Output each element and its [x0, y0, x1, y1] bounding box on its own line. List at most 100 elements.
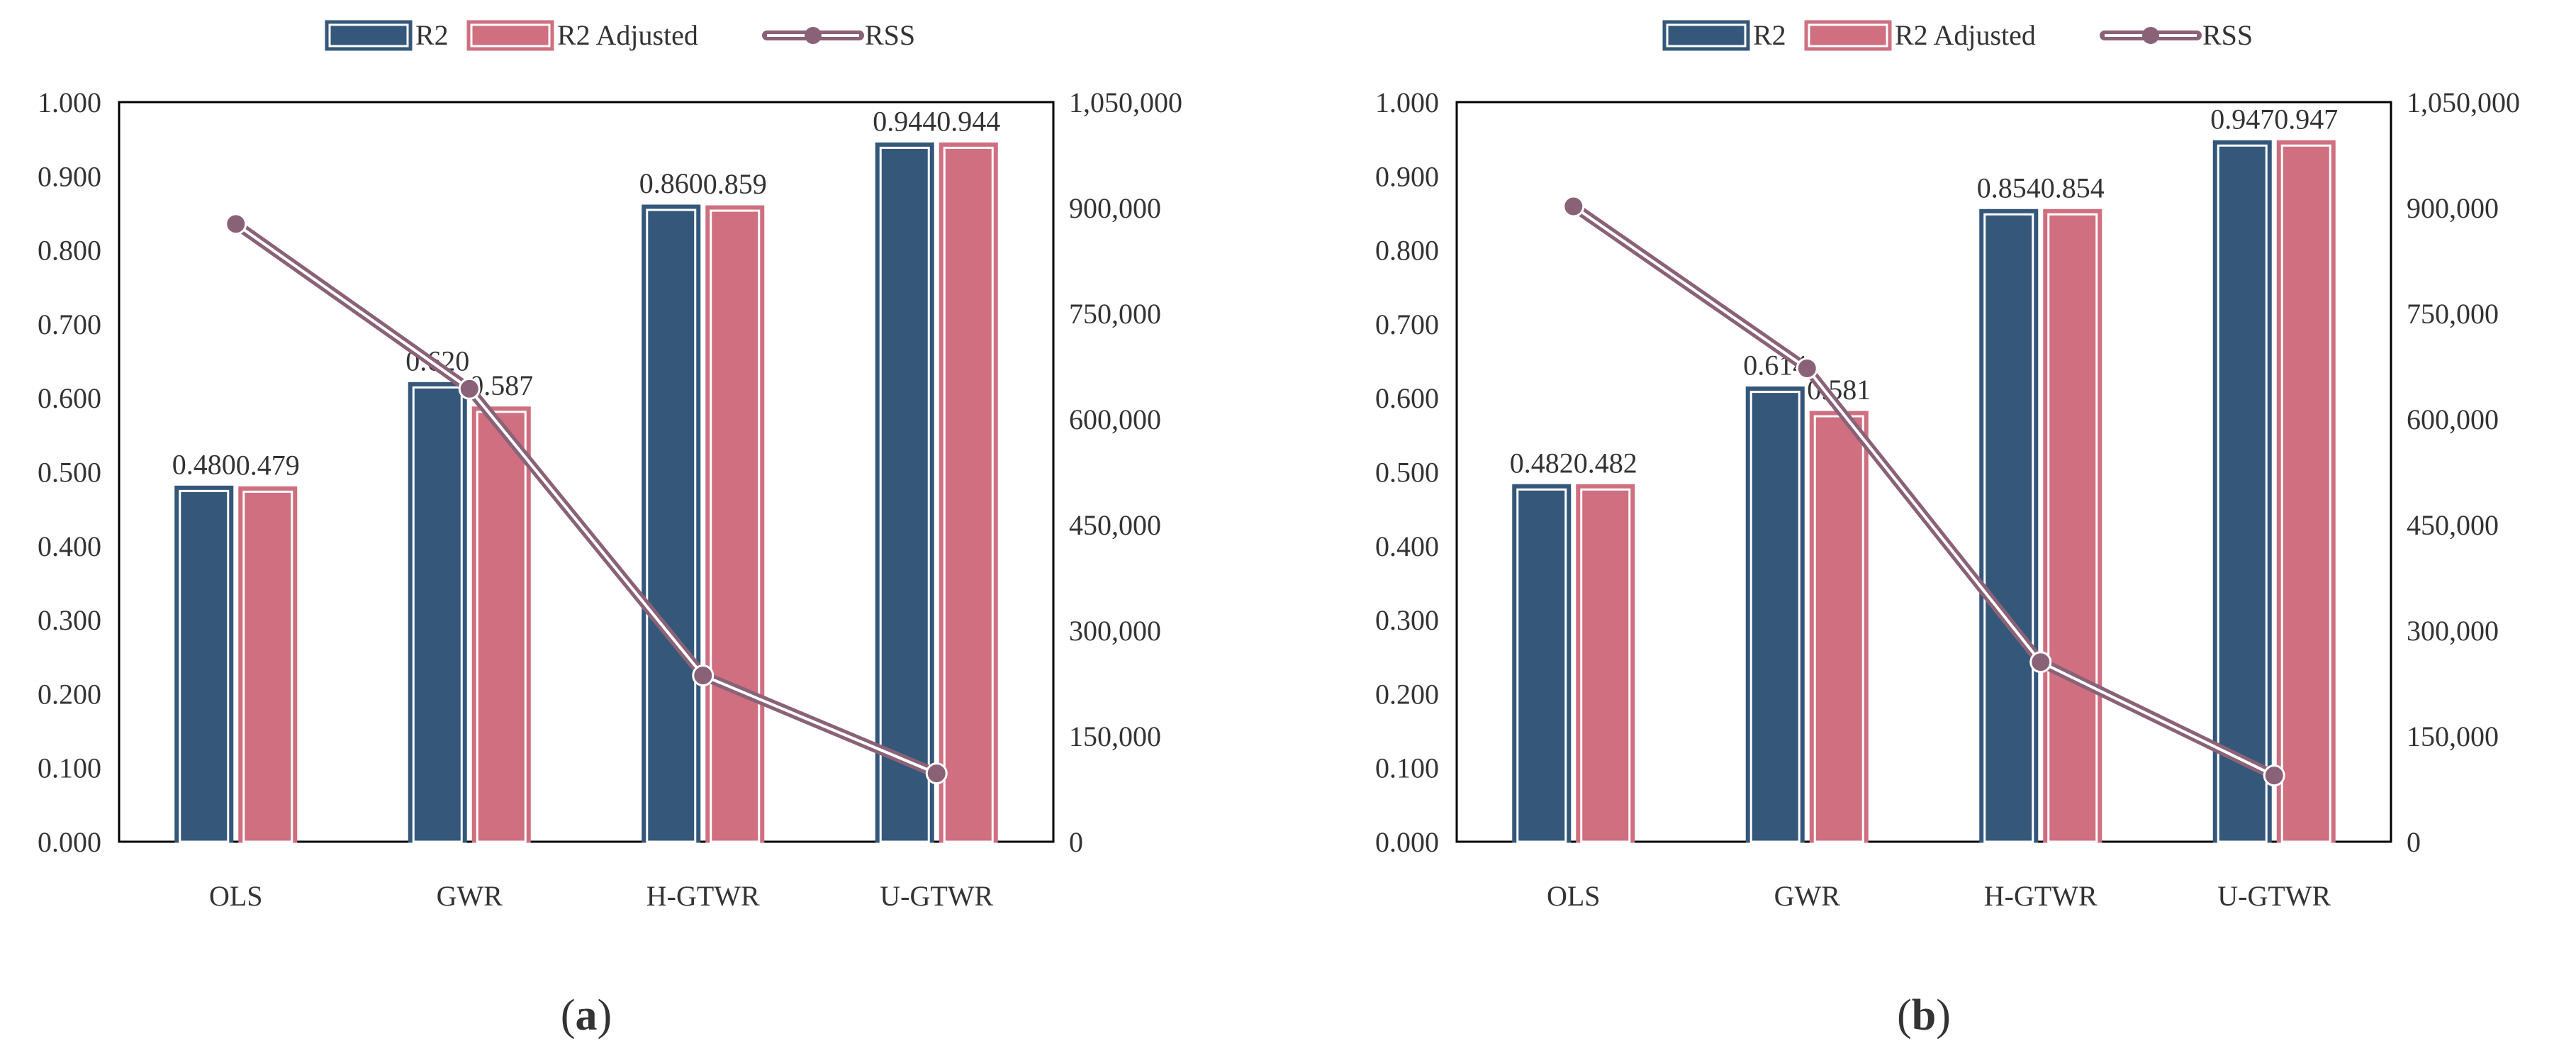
y-right-tick-label: 750,000: [1069, 298, 1161, 330]
bar-r2-adjusted-label: 0.854: [2041, 172, 2105, 204]
y-left-tick-label: 0.400: [1375, 530, 1439, 562]
legend-marker-rss: [805, 27, 822, 44]
panel-label-close: ): [598, 991, 612, 1040]
panel-label-letter: b: [1912, 991, 1936, 1040]
bar-r2-inner: [1983, 213, 2034, 843]
x-tick-label: H-GTWR: [1984, 880, 2098, 912]
legend: R2 R2 Adjusted RSS: [325, 19, 915, 51]
bar-r2: [408, 382, 467, 843]
y-left-tick-label: 0.200: [38, 678, 101, 710]
y-right-tick-label: 900,000: [1069, 192, 1161, 224]
panel-label-open: (: [561, 991, 576, 1040]
bar-r2-adjusted-inner: [242, 490, 293, 843]
bar-r2-adjusted: [2276, 140, 2336, 843]
legend-swatch-r2: [325, 20, 413, 51]
rss-line: [230, 218, 942, 779]
bar-r2-label: 0.944: [873, 105, 936, 137]
y-axis-right: 0 150,000 300,000 450,000 600,000 750,000 900,…: [2407, 87, 2520, 858]
bar-r2-adjusted-inner: [2280, 144, 2331, 843]
x-tick-label: OLS: [1547, 880, 1601, 912]
y-left-tick-label: 1.000: [38, 87, 101, 118]
x-tick-label: OLS: [209, 880, 263, 912]
y-left-tick-label: 0.700: [38, 308, 101, 340]
bar-r2-adjusted-inner: [943, 146, 994, 843]
chart-panel-a: R2 R2 Adjusted RSS 0.000 0.100 0.200 0.300 0.40…: [38, 19, 1182, 1040]
bar-r2-adjusted-label: 0.944: [936, 105, 1000, 137]
x-tick-label: H-GTWR: [646, 880, 760, 912]
y-left-tick-label: 1.000: [1375, 87, 1439, 118]
legend-swatch-r2-adjusted-inner: [1808, 23, 1888, 48]
bar-r2: [1745, 386, 1805, 843]
y-right-tick-label: 750,000: [2407, 298, 2499, 330]
y-right-tick-label: 0: [1069, 826, 1083, 858]
bar-r2-inner: [879, 146, 930, 843]
y-left-tick-label: 0.400: [38, 530, 101, 562]
y-left-tick-label: 0.100: [38, 752, 101, 784]
rss-point: [2263, 764, 2285, 787]
y-left-tick-label: 0.200: [1375, 678, 1439, 710]
rss-point: [2029, 651, 2052, 674]
bar-r2-adjusted-inner: [710, 209, 761, 843]
bar-r2: [2212, 140, 2272, 843]
bar-r2-inner: [2217, 144, 2268, 843]
y-right-tick-label: 450,000: [2407, 509, 2499, 541]
bar-r2: [1979, 208, 2039, 843]
bar-r2-adjusted: [705, 205, 765, 843]
y-right-tick-label: 150,000: [2407, 720, 2499, 752]
legend: R2 R2 Adjusted RSS: [1662, 19, 2253, 51]
y-right-tick-label: 600,000: [2407, 403, 2499, 435]
y-left-tick-label: 0.800: [1375, 235, 1439, 267]
y-axis-left: 0.000 0.100 0.200 0.300 0.400 0.500 0.600 0.700…: [38, 87, 101, 858]
y-right-tick-label: 600,000: [1069, 403, 1161, 435]
rss-point: [1562, 195, 1585, 218]
bar-r2: [875, 142, 934, 843]
rss-line-inner: [1572, 205, 2275, 777]
bar-r2-label: 0.482: [1510, 447, 1574, 479]
x-tick-label: GWR: [437, 880, 503, 912]
bar-r2-inner: [1749, 391, 1801, 843]
y-right-tick-label: 1,050,000: [1069, 87, 1182, 118]
y-left-tick-label: 0.900: [38, 160, 101, 192]
legend-label-r2: R2: [1753, 19, 1786, 51]
bar-r2-label: 0.947: [2210, 103, 2274, 135]
legend-label-rss: RSS: [865, 19, 915, 51]
y-left-tick-label: 0.000: [38, 826, 101, 858]
plot-frame: [118, 101, 1055, 843]
y-right-tick-label: 150,000: [1069, 720, 1161, 752]
bar-r2-adjusted-inner: [2047, 213, 2098, 843]
y-left-tick-label: 0.600: [38, 382, 101, 414]
bar-r2-inner: [1516, 488, 1567, 843]
y-axis-right: 0 150,000 300,000 450,000 600,000 750,000 900,…: [1069, 87, 1182, 858]
y-right-tick-label: 1,050,000: [2407, 87, 2520, 118]
y-left-tick-label: 0.300: [38, 604, 101, 636]
y-right-tick-label: 300,000: [2407, 615, 2499, 647]
y-left-tick-label: 0.500: [38, 457, 101, 489]
legend-swatch-r2-inner: [328, 23, 409, 48]
legend-label-r2-adjusted: R2 Adjusted: [1895, 19, 2036, 51]
bar-r2-adjusted-label: 0.859: [703, 168, 767, 200]
bar-r2-adjusted: [238, 486, 298, 843]
rss-line: [1568, 201, 2280, 781]
rss-point: [225, 213, 247, 235]
legend-swatch-r2-adjusted: [466, 20, 554, 51]
bar-r2-adjusted: [939, 142, 998, 843]
bar-r2-adjusted: [471, 406, 531, 843]
legend-marker-rss: [2142, 27, 2159, 44]
bar-r2-adjusted-inner: [1580, 488, 1631, 843]
panel-label-close: ): [1936, 991, 1951, 1040]
bar-r2-label: 0.480: [172, 448, 236, 480]
y-right-tick-label: 300,000: [1069, 615, 1161, 647]
legend-label-r2: R2: [415, 19, 449, 51]
legend-swatch-r2-adjusted: [1804, 20, 1892, 51]
panel-label: (a): [561, 991, 612, 1040]
legend-swatch-r2-inner: [1666, 23, 1747, 48]
bar-r2-label: 0.860: [639, 167, 703, 199]
bar-r2-inner: [412, 386, 463, 843]
legend-label-rss: RSS: [2202, 19, 2253, 51]
y-right-tick-label: 450,000: [1069, 509, 1161, 541]
panel-label-letter: a: [576, 991, 598, 1040]
x-tick-label: U-GTWR: [2217, 880, 2331, 912]
